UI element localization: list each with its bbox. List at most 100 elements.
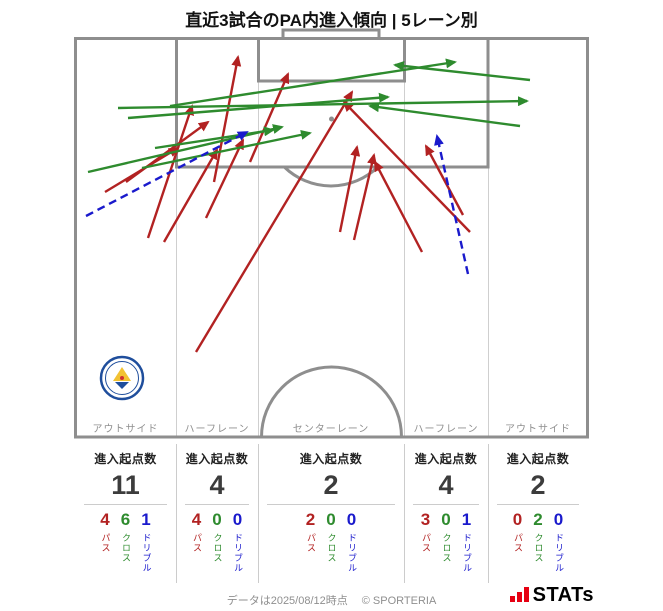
entry-arrows [85, 55, 531, 353]
cross-count: 0 [441, 510, 451, 530]
pass-label: パス [192, 532, 203, 553]
arrow-pass [212, 55, 242, 183]
pass-label: パス [100, 532, 111, 553]
cross-count: 6 [120, 510, 131, 530]
divider [185, 504, 249, 506]
origin-count-value: 4 [438, 470, 454, 500]
cross-count: 2 [533, 510, 543, 530]
cross-label: クロス [212, 532, 223, 563]
pass-count: 0 [512, 510, 523, 530]
lane-label-half-right: ハーフレーン [413, 424, 479, 435]
origin-count-label: 進入起点数 [414, 452, 478, 466]
origin-count-label: 進入起点数 [299, 452, 363, 466]
arrow-cross [368, 102, 521, 128]
arrow-pass [424, 144, 465, 216]
stats-logo: STATs [509, 584, 594, 606]
cross-label: クロス [121, 532, 131, 563]
pitch-boundary [74, 37, 589, 439]
pass-count: 2 [305, 510, 316, 530]
divider [84, 504, 167, 506]
dribble-count: 1 [141, 510, 151, 530]
footer: データは2025/08/12時点 © SPORTERIA [0, 592, 663, 608]
pass-count: 3 [420, 510, 431, 530]
table-divider [488, 444, 489, 583]
dribble-count: 0 [346, 510, 357, 530]
breakdown: 4 パス 6 クロス 1 ドリブル [75, 510, 176, 573]
cross-label: クロス [533, 532, 544, 563]
arrow-pass [373, 160, 424, 253]
arrow-pass [125, 120, 210, 183]
arrow-cross [154, 126, 275, 150]
origin-count-label: 進入起点数 [185, 452, 249, 466]
pass-label: パス [306, 532, 317, 553]
divider [413, 504, 479, 506]
cross-label: クロス [441, 532, 452, 563]
arrow-pass [342, 100, 471, 233]
divider [497, 504, 579, 506]
arrow-dribble [85, 130, 249, 218]
lane-label-outside-left: アウトサイド [92, 424, 159, 435]
table-divider [404, 444, 405, 583]
lane-label-center: センターレーン [292, 424, 370, 435]
dribble-label: ドリブル [346, 532, 357, 573]
lane-stats-column-2: 進入起点数 4 4 パス 0 クロス 0 ドリブル [176, 446, 258, 573]
page-title: 直近3試合のPA内進入傾向 | 5レーン別 [185, 11, 478, 30]
stats-logo-text: STATs [532, 584, 594, 606]
cross-count: 0 [326, 510, 336, 530]
center-circle-arc [260, 365, 403, 438]
dribble-count: 1 [461, 510, 472, 530]
origin-count-value: 11 [111, 470, 140, 500]
arrow-cross [393, 61, 531, 82]
pitch-diagram [74, 28, 589, 439]
origin-count-label: 進入起点数 [506, 452, 570, 466]
dribble-count: 0 [553, 510, 564, 530]
pass-count: 4 [191, 510, 202, 530]
pass-count: 4 [100, 510, 110, 530]
origin-count-label: 進入起点数 [94, 452, 157, 466]
lane-stats-column-3: 進入起点数 2 2 パス 0 クロス 0 ドリブル [258, 446, 404, 573]
origin-count-value: 2 [530, 470, 546, 500]
table-divider [258, 444, 259, 583]
penalty-arc [283, 165, 379, 188]
arrow-cross [141, 129, 312, 170]
cross-label: クロス [326, 532, 337, 563]
lane-label-half-left: ハーフレーン [184, 424, 250, 435]
breakdown: 3 パス 0 クロス 1 ドリブル [404, 510, 488, 573]
dribble-count: 0 [232, 510, 243, 530]
dribble-label: ドリブル [461, 532, 472, 573]
pass-label: パス [421, 532, 432, 553]
lane-stats-column-5: 進入起点数 2 0 パス 2 クロス 0 ドリブル [488, 446, 588, 573]
arrow-cross [127, 92, 390, 120]
cross-count: 0 [212, 510, 222, 530]
arrow-cross [169, 58, 457, 108]
arrow-pass [194, 90, 354, 353]
breakdown: 4 パス 0 クロス 0 ドリブル [176, 510, 258, 573]
origin-count-value: 4 [209, 470, 225, 500]
lane-label-outside-right: アウトサイド [505, 424, 571, 435]
arrow-cross [117, 96, 529, 110]
dribble-label: ドリブル [232, 532, 243, 573]
arrow-pass [248, 72, 290, 163]
arrow-pass [204, 138, 245, 219]
pitch-lines [74, 28, 589, 439]
arrow-pass [338, 145, 361, 233]
dribble-label: ドリブル [553, 532, 564, 573]
arrow-pass [162, 148, 219, 243]
origin-count-value: 2 [323, 470, 339, 500]
dribble-label: ドリブル [141, 532, 152, 573]
table-divider [176, 444, 177, 583]
goal-area [257, 37, 406, 83]
breakdown: 2 パス 0 クロス 0 ドリブル [258, 510, 404, 573]
data-timestamp-note: データは2025/08/12時点 [226, 595, 348, 607]
penalty-spot [329, 116, 334, 122]
divider [267, 504, 395, 506]
breakdown: 0 パス 2 クロス 0 ドリブル [488, 510, 588, 573]
bar-chart-icon [509, 587, 529, 605]
team-logo [99, 355, 145, 401]
copyright: © SPORTERIA [361, 595, 437, 607]
lane-stats-column-4: 進入起点数 4 3 パス 0 クロス 1 ドリブル [404, 446, 488, 573]
arrow-pass [352, 153, 377, 241]
pass-label: パス [513, 532, 524, 553]
lane-stats-column-1: 進入起点数 11 4 パス 6 クロス 1 ドリブル [75, 446, 176, 573]
